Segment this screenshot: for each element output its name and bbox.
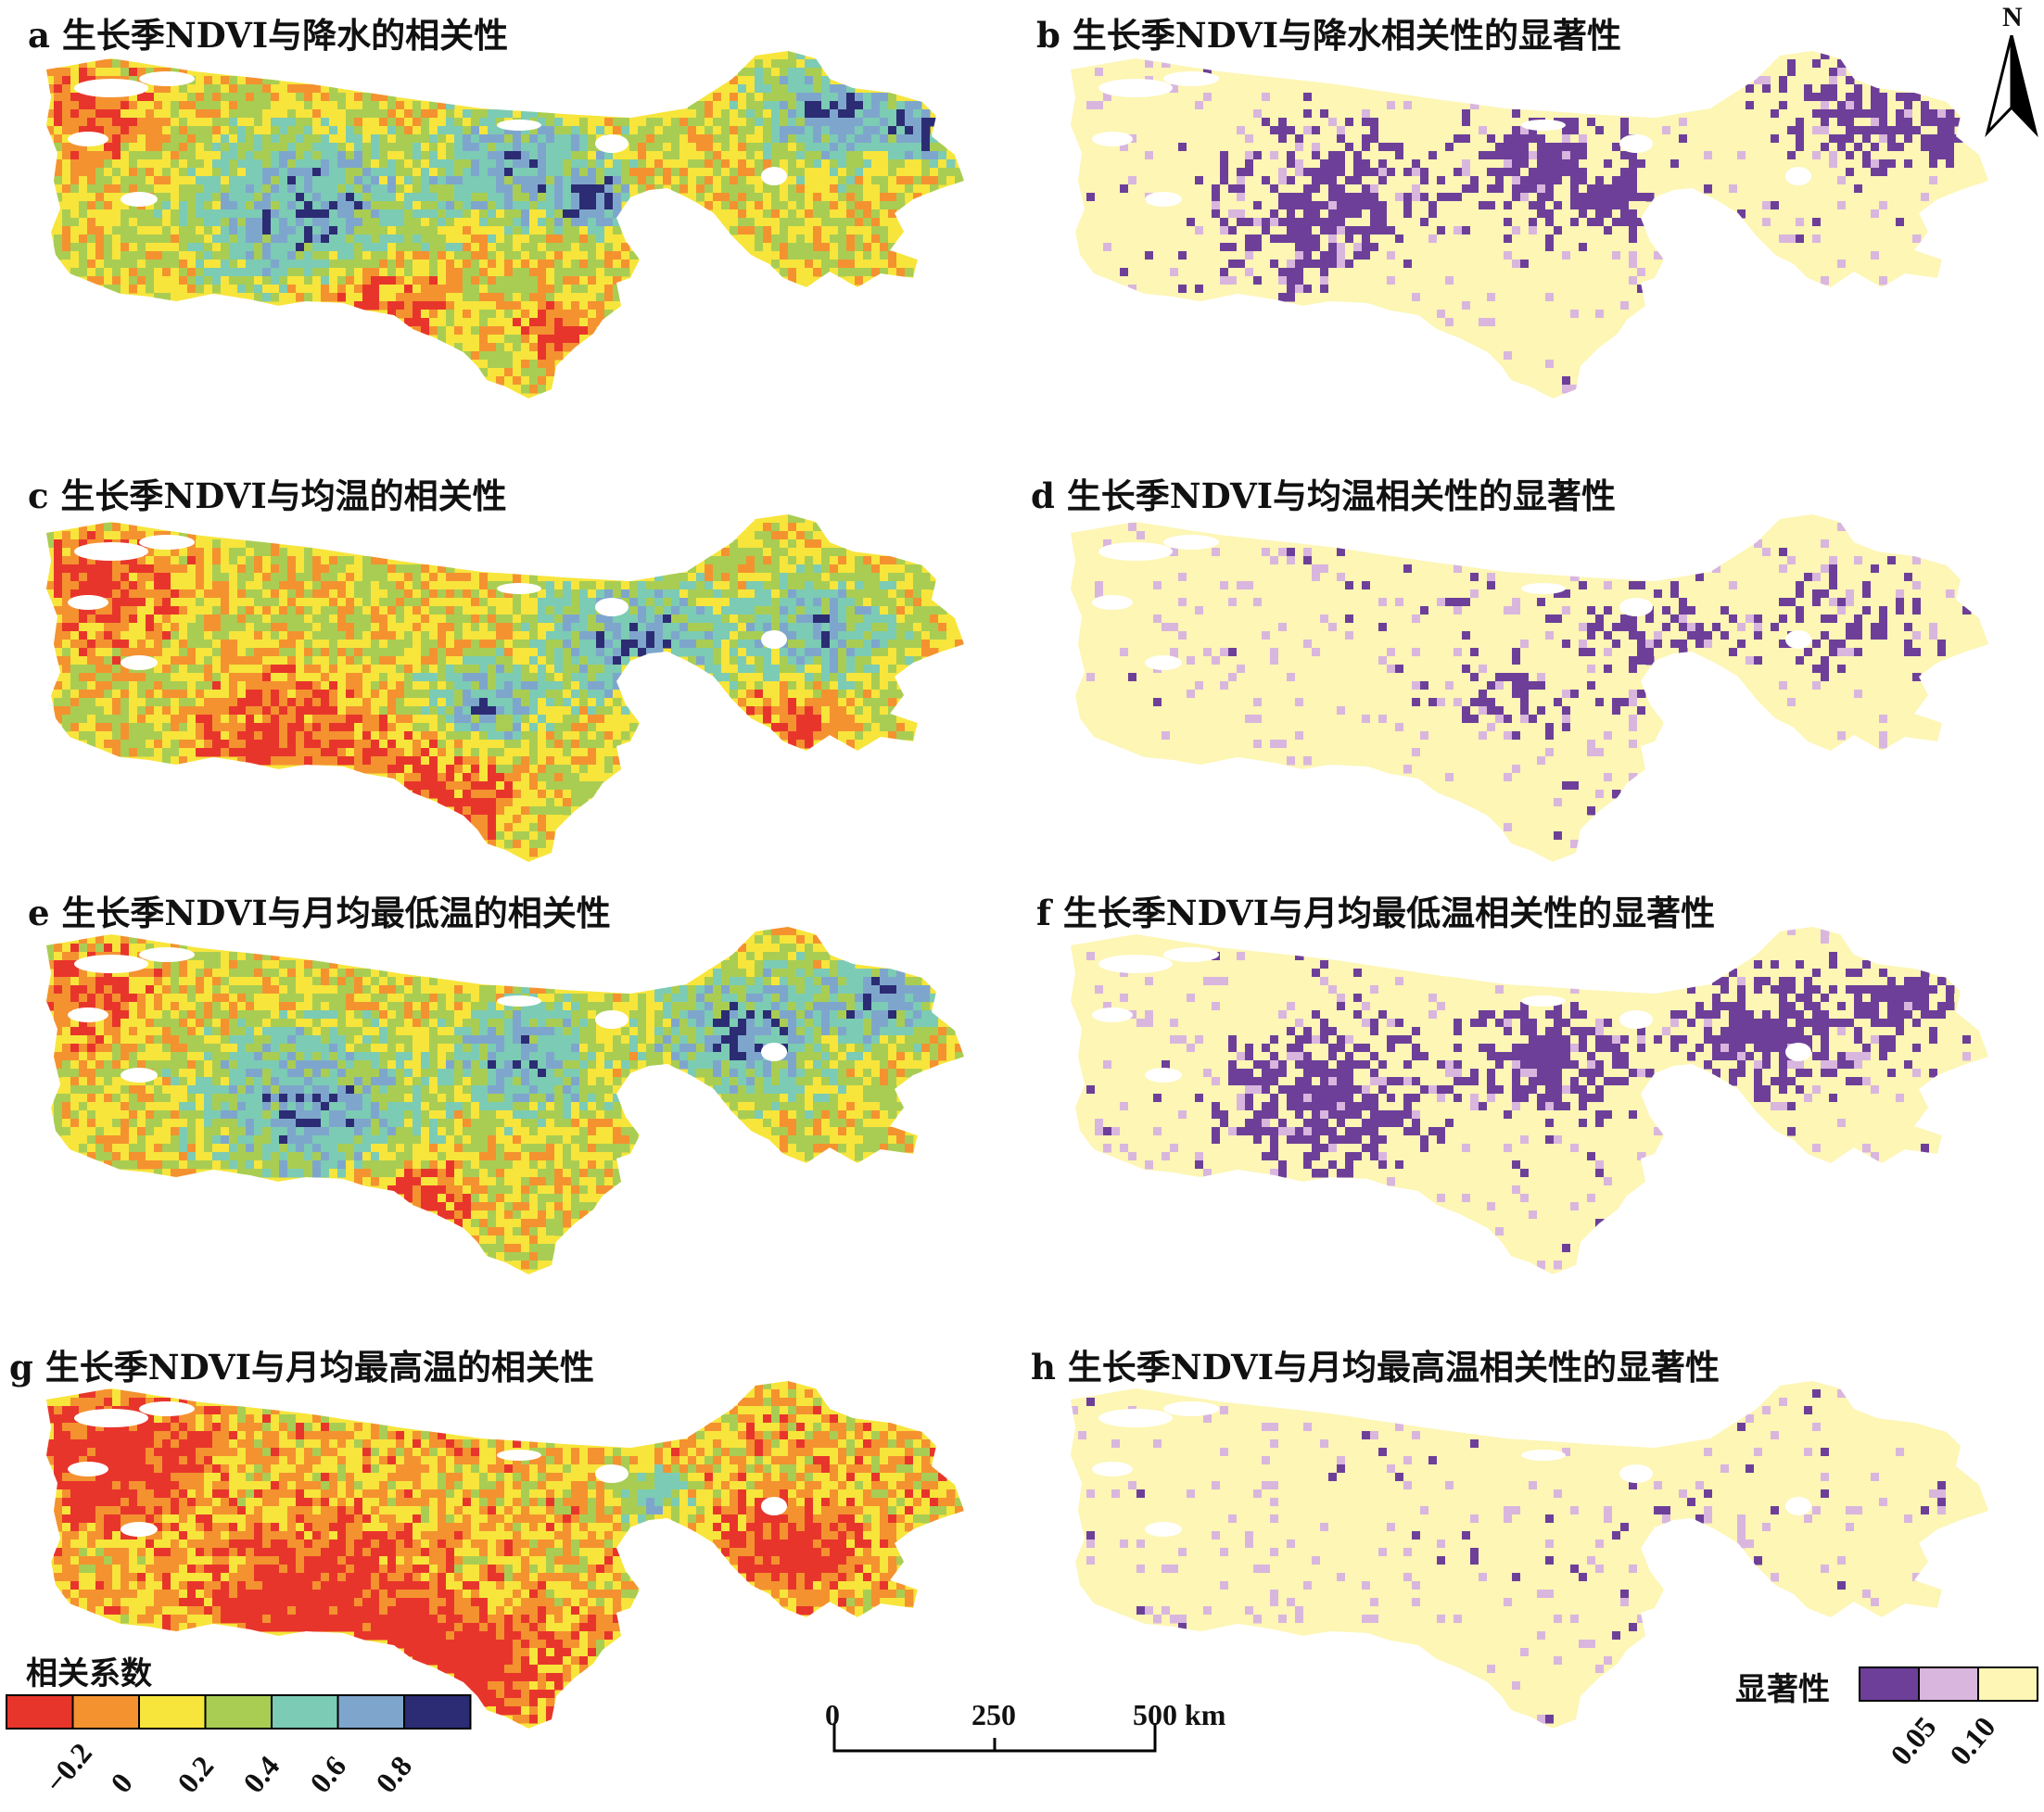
- map-region-a: [46, 51, 964, 399]
- map-region-c: [46, 514, 964, 862]
- map-panel-a: [46, 51, 964, 399]
- map-region-e: [46, 927, 964, 1274]
- panel-title-f: f 生长季NDVI与月均最低温相关性的显著性: [1036, 885, 1715, 935]
- corr-legend-tick-1: 0: [104, 1767, 140, 1800]
- panel-title-g: g 生长季NDVI与月均最高温的相关性: [9, 1339, 594, 1389]
- panel-title-c: c 生长季NDVI与均温的相关性: [28, 468, 507, 518]
- scale-label-0: 0: [825, 1698, 840, 1732]
- sig-legend-bar: [1859, 1666, 2038, 1702]
- map-panel-e: [46, 927, 964, 1274]
- corr-legend-swatch-5: [336, 1694, 405, 1730]
- map-panel-b: [1071, 51, 1988, 399]
- sig-legend-swatch-1: [1918, 1666, 1979, 1702]
- map-region-g: [46, 1381, 964, 1729]
- corr-legend-swatch-2: [138, 1694, 207, 1730]
- corr-legend-bar: [6, 1694, 472, 1730]
- map-panel-g: [46, 1381, 964, 1729]
- scale-label-250: 250: [971, 1698, 1016, 1732]
- map-panel-f: [1071, 927, 1988, 1274]
- north-arrow-icon: [1985, 35, 2038, 137]
- sig-legend-swatch-2: [1977, 1666, 2038, 1702]
- panel-title-e: e 生长季NDVI与月均最低温的相关性: [28, 885, 611, 935]
- panel-title-h: h 生长季NDVI与月均最高温相关性的显著性: [1031, 1339, 1720, 1389]
- corr-legend-swatch-6: [403, 1694, 472, 1730]
- map-region-b: [1071, 51, 1988, 399]
- map-region-h: [1071, 1381, 1988, 1729]
- scale-bar: [832, 1723, 1157, 1753]
- panel-title-b: b 生长季NDVI与降水相关性的显著性: [1036, 7, 1621, 57]
- sig-legend-swatch-0: [1859, 1666, 1920, 1702]
- panel-title-a: a 生长季NDVI与降水的相关性: [28, 7, 508, 57]
- map-region-f: [1071, 927, 1988, 1274]
- map-panel-c: [46, 514, 964, 862]
- sig-legend-title: 显著性: [1735, 1664, 1830, 1709]
- north-label: N: [2002, 2, 2023, 33]
- corr-legend-swatch-3: [204, 1694, 273, 1730]
- map-panel-d: [1071, 514, 1988, 862]
- corr-legend-title: 相关系数: [26, 1648, 152, 1693]
- map-panel-h: [1071, 1381, 1988, 1729]
- panel-title-d: d 生长季NDVI与均温相关性的显著性: [1031, 468, 1616, 518]
- corr-legend-swatch-1: [71, 1694, 140, 1730]
- map-region-d: [1071, 514, 1988, 862]
- corr-legend-swatch-0: [6, 1694, 74, 1730]
- scale-label-500: 500 km: [1133, 1698, 1225, 1732]
- corr-legend-swatch-4: [271, 1694, 339, 1730]
